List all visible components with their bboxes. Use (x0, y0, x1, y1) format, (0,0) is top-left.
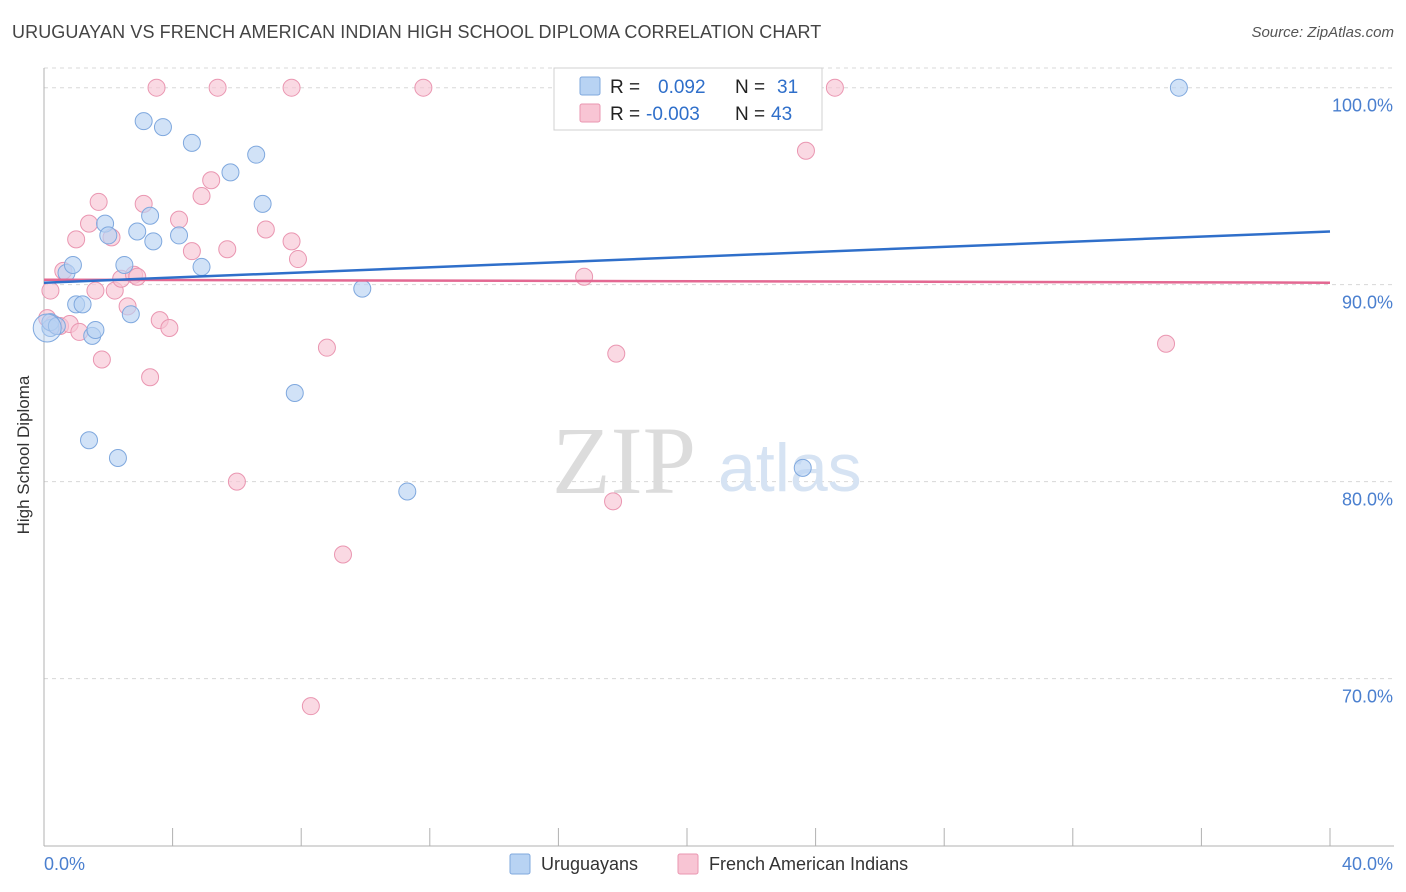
data-point-uruguayans (793, 458, 812, 477)
data-point-french-american-indians (170, 210, 189, 229)
data-point-french-american-indians (282, 232, 301, 251)
data-point-french-american-indians (67, 230, 86, 249)
data-point-uruguayans (115, 255, 134, 274)
data-point-french-american-indians (825, 78, 844, 97)
data-point-french-american-indians (414, 78, 433, 97)
data-point-french-american-indians (796, 141, 815, 160)
legend-label-uruguayans: Uruguayans (541, 854, 638, 874)
data-point-uruguayans (153, 118, 172, 137)
data-point-french-american-indians (333, 545, 352, 564)
data-point-french-american-indians (317, 338, 336, 357)
watermark-zip: ZIP (552, 407, 696, 514)
data-point-uruguayans-large (32, 313, 62, 343)
data-point-uruguayans (128, 222, 147, 241)
data-point-uruguayans (353, 279, 372, 298)
series-uruguayans (32, 78, 1188, 501)
data-point-french-american-indians (256, 220, 275, 239)
y-tick-label: 80.0% (1342, 490, 1393, 510)
data-point-french-american-indians (86, 281, 105, 300)
data-point-french-american-indians (182, 242, 201, 261)
data-point-uruguayans (108, 448, 127, 467)
watermark-atlas: atlas (718, 430, 862, 506)
y-tick-label: 100.0% (1332, 96, 1393, 116)
stats-r-label: R = (610, 104, 640, 125)
data-point-french-american-indians (92, 350, 111, 369)
data-point-french-american-indians (218, 240, 237, 259)
legend-label-french-american-indians: French American Indians (709, 854, 908, 874)
data-point-french-american-indians (160, 318, 179, 337)
data-point-french-american-indians (41, 281, 60, 300)
trend-line-uruguayans (43, 230, 1331, 284)
stats-n-label: N = (735, 77, 765, 98)
data-point-uruguayans (1169, 78, 1188, 97)
series-french-american-indians (38, 78, 1176, 716)
series-legend: Uruguayans French American Indians (509, 853, 908, 875)
stats-r-value: -0.003 (646, 104, 700, 125)
data-point-uruguayans (182, 133, 201, 152)
legend-swatch-uruguayans (509, 853, 531, 875)
data-point-french-american-indians (89, 192, 108, 211)
data-point-uruguayans (121, 305, 140, 324)
stats-n-value: 43 (771, 104, 792, 125)
trend-line-french-american-indians (43, 278, 1331, 284)
data-point-uruguayans (63, 255, 82, 274)
data-point-french-american-indians (607, 344, 626, 363)
stats-swatch-blue (579, 76, 601, 96)
data-point-uruguayans (285, 383, 304, 402)
data-point-uruguayans (253, 194, 272, 213)
data-point-uruguayans (99, 226, 118, 245)
stats-n-value: 31 (777, 77, 798, 98)
data-point-uruguayans (134, 112, 153, 131)
data-point-uruguayans (192, 257, 211, 276)
stats-r-label: R = (610, 77, 640, 98)
x-tick-label-min: 0.0% (44, 854, 85, 874)
data-point-french-american-indians (575, 267, 594, 286)
data-point-french-american-indians (141, 368, 160, 387)
x-tick-label-max: 40.0% (1342, 854, 1393, 874)
zipatlas-watermark: ZIP atlas (552, 407, 862, 514)
grid-lines (44, 67, 1394, 680)
data-point-french-american-indians (192, 187, 211, 206)
data-point-french-american-indians (604, 492, 623, 511)
data-point-uruguayans (86, 320, 105, 339)
x-ticks: 0.0% 40.0% (43, 828, 1393, 874)
data-point-french-american-indians (301, 697, 320, 716)
data-point-french-american-indians (282, 78, 301, 97)
data-point-french-american-indians (1157, 334, 1176, 353)
data-point-french-american-indians (128, 267, 147, 286)
data-point-uruguayans (170, 226, 189, 245)
axes (43, 68, 1394, 847)
stats-r-value: 0.092 (658, 77, 706, 98)
chart-title: URUGUAYAN VS FRENCH AMERICAN INDIAN HIGH… (12, 22, 822, 42)
stats-swatch-pink (579, 103, 601, 123)
data-point-french-american-indians (147, 78, 166, 97)
y-tick-labels: 70.0% 80.0% 90.0% 100.0% (1332, 96, 1393, 707)
data-point-uruguayans (144, 232, 163, 251)
trend-lines (43, 230, 1331, 284)
data-point-french-american-indians (288, 250, 307, 269)
data-point-french-american-indians (208, 78, 227, 97)
data-point-french-american-indians (202, 171, 221, 190)
y-tick-label: 90.0% (1342, 293, 1393, 313)
data-point-french-american-indians (227, 472, 246, 491)
data-point-uruguayans (80, 431, 99, 450)
y-tick-label: 70.0% (1342, 687, 1393, 707)
data-point-french-american-indians (80, 214, 99, 233)
data-point-uruguayans (73, 295, 92, 314)
data-point-uruguayans (221, 163, 240, 182)
stats-n-label: N = (735, 104, 765, 125)
legend-swatch-french-american-indians (677, 853, 699, 875)
data-point-uruguayans (141, 206, 160, 225)
stats-legend: R = 0.092 N = 31 R = -0.003 N = 43 (553, 67, 823, 131)
source-credit: Source: ZipAtlas.com (1251, 24, 1394, 41)
data-point-uruguayans (398, 482, 417, 501)
data-point-uruguayans (247, 145, 266, 164)
